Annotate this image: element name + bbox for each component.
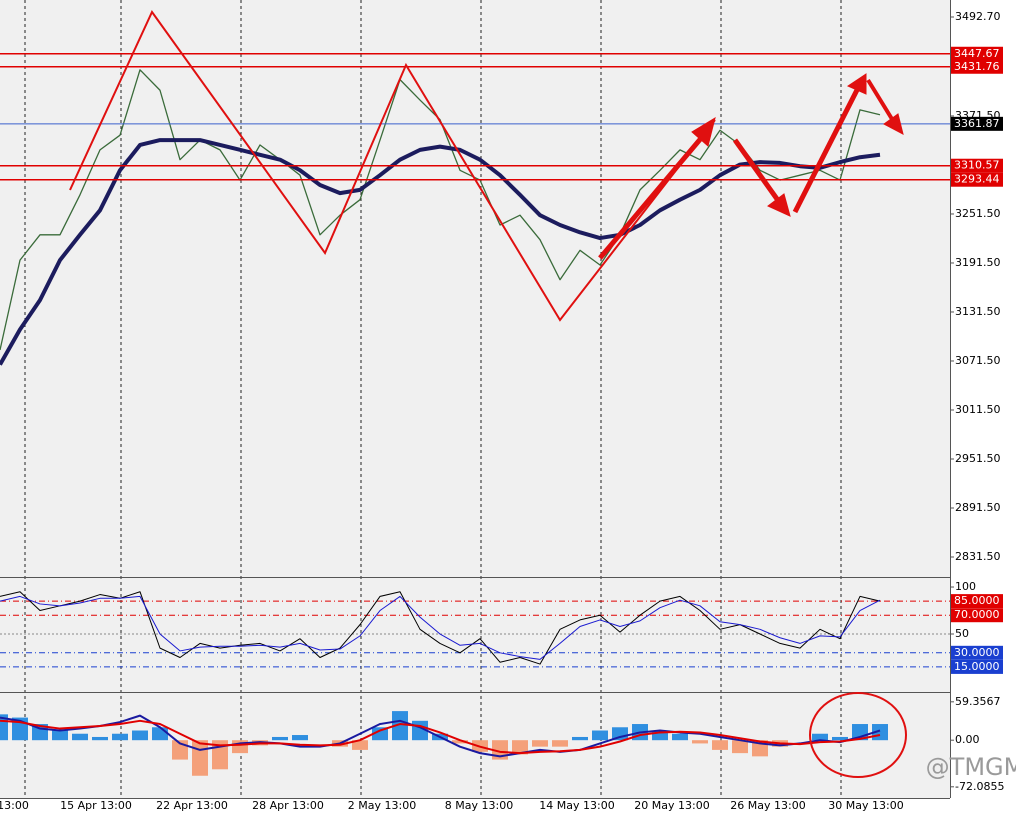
price-label-box: [951, 59, 1003, 74]
histogram-bar: [692, 740, 708, 744]
price-label: 15.0000: [954, 660, 1000, 673]
x-tick-label: 26 May 13:00: [730, 799, 805, 812]
price-label: 30.0000: [954, 646, 1000, 659]
histogram-bar: [72, 733, 88, 741]
x-tick-label: 28 Apr 13:00: [252, 799, 324, 812]
histogram-bar: [132, 730, 148, 741]
x-tick-label: 22 Apr 13:00: [156, 799, 228, 812]
histogram-bar: [92, 736, 108, 741]
histogram-bar: [812, 733, 828, 741]
x-tick-label: 20 May 13:00: [634, 799, 709, 812]
histogram-bar: [512, 740, 528, 755]
histogram-bar: [592, 730, 608, 741]
x-tick-label: 30 May 13:00: [828, 799, 903, 812]
series-line: [0, 719, 881, 755]
y-tick-label: 0.00: [955, 733, 980, 746]
y-tick-label: 50: [955, 627, 969, 640]
y-tick-label: 2951.50: [955, 452, 1001, 465]
histogram-bar: [272, 736, 288, 741]
price-label-box: [951, 158, 1003, 173]
histogram-bar: [452, 740, 468, 744]
panel-borders: [0, 0, 951, 799]
price-label-box: [951, 659, 1003, 674]
histogram-bar: [152, 727, 168, 741]
histogram-bar: [532, 740, 548, 747]
x-tick-label: 8 May 13:00: [445, 799, 513, 812]
y-tick-label: 3191.50: [955, 256, 1001, 269]
price-label-box: [951, 594, 1003, 609]
histogram-bar: [192, 740, 208, 776]
x-tick-label: 13:00: [0, 799, 29, 812]
plot-background: [0, 0, 950, 798]
x-tick-label: 15 Apr 13:00: [60, 799, 132, 812]
price-label: 3447.67: [954, 47, 1000, 60]
histogram-bar: [652, 730, 668, 741]
price-label-box: [951, 645, 1003, 660]
histogram-bar: [832, 736, 848, 741]
histogram-bar: [52, 730, 68, 741]
y-tick-label: 3011.50: [955, 403, 1001, 416]
price-label: 3361.87: [954, 117, 1000, 130]
price-label: 3310.57: [954, 159, 1000, 172]
y-tick-label: 3492.70: [955, 10, 1001, 23]
price-label-box: [951, 116, 1003, 131]
price-label-box: [951, 608, 1003, 623]
price-label: 3293.44: [954, 173, 1000, 186]
annotations: [69, 10, 907, 778]
histogram-bar: [372, 727, 388, 741]
series-line: [0, 595, 881, 660]
histogram-bar: [552, 740, 568, 747]
histogram-bar: [672, 733, 688, 741]
histogram-bar: [392, 711, 408, 741]
series-line: [0, 138, 881, 366]
price-label: 85.0000: [954, 594, 1000, 607]
watermark: @TMGM: [926, 753, 1016, 781]
x-tick-label: 14 May 13:00: [539, 799, 614, 812]
price-label-box: [951, 46, 1003, 61]
y-tick-label: 3131.50: [955, 305, 1001, 318]
histogram-bar: [112, 733, 128, 741]
price-label: 70.0000: [954, 608, 1000, 621]
x-tick-label: 2 May 13:00: [348, 799, 416, 812]
price-label: 3431.76: [954, 60, 1000, 73]
y-tick-label: 59.3567: [955, 695, 1001, 708]
y-tick-label: 2891.50: [955, 501, 1001, 514]
price-label-box: [951, 172, 1003, 187]
histogram-bar: [572, 736, 588, 741]
histogram-bar: [712, 740, 728, 750]
y-tick-label: 3071.50: [955, 354, 1001, 367]
y-tick-label: 2831.50: [955, 550, 1001, 563]
series-line: [0, 714, 881, 758]
histogram-bar: [732, 740, 748, 754]
series-line: [0, 591, 881, 665]
y-tick-label: 100: [955, 580, 976, 593]
histogram-bar: [0, 714, 8, 741]
histogram-bar: [352, 740, 368, 750]
y-tick-label: 3251.50: [955, 207, 1001, 220]
histogram-bar: [292, 735, 308, 741]
y-tick-label: -72.0855: [955, 780, 1004, 793]
